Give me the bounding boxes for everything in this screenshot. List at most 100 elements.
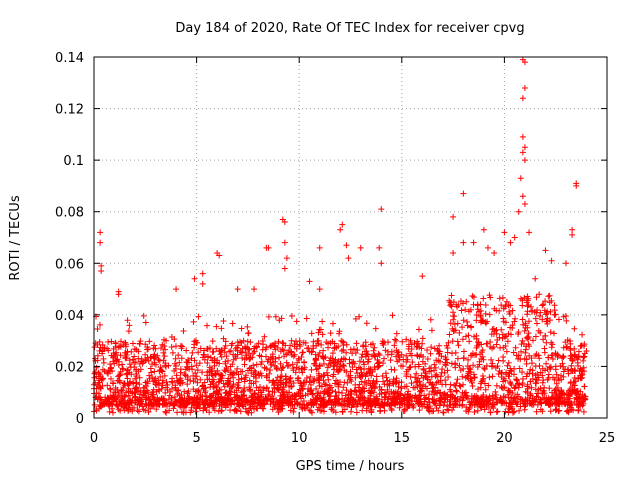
data-point — [424, 355, 431, 362]
data-point — [125, 328, 132, 335]
data-point — [501, 334, 508, 341]
y-tick-label: 0.06 — [55, 257, 84, 272]
data-point — [305, 345, 312, 352]
tick-labels: 0 5 10 15 20 25 0 0.02 0.04 0.06 0.08 0.1 0.12 0.14 — [55, 51, 615, 446]
data-point — [426, 399, 433, 406]
data-point — [127, 364, 134, 371]
data-point — [204, 372, 211, 379]
data-point — [499, 294, 506, 301]
data-point — [217, 375, 224, 382]
data-point — [312, 356, 319, 363]
data-point — [215, 371, 222, 378]
data-point — [124, 375, 131, 382]
data-point — [318, 341, 325, 348]
data-point — [550, 330, 557, 337]
data-point — [293, 364, 300, 371]
data-point — [511, 371, 517, 378]
data-point — [459, 336, 466, 343]
data-point — [130, 379, 137, 386]
data-point — [549, 341, 556, 348]
data-point — [234, 365, 241, 372]
data-point — [564, 343, 571, 350]
data-point — [343, 349, 350, 356]
data-point — [145, 408, 152, 415]
data-point — [500, 318, 507, 325]
data-point — [106, 408, 113, 415]
x-tick-label: 25 — [599, 431, 616, 446]
data-point — [506, 406, 513, 413]
data-point — [560, 363, 567, 370]
data-point — [454, 338, 461, 345]
data-point — [529, 308, 536, 315]
data-point — [456, 362, 463, 369]
data-point — [365, 358, 372, 365]
data-point — [123, 404, 130, 411]
data-point — [320, 396, 327, 403]
data-point — [350, 397, 357, 404]
data-point — [443, 342, 450, 349]
data-point — [327, 360, 334, 367]
data-point — [532, 275, 539, 282]
data-point — [532, 363, 539, 370]
data-point — [504, 362, 511, 369]
data-point — [216, 378, 223, 385]
data-point — [553, 371, 560, 378]
data-point — [400, 394, 407, 401]
data-point — [456, 401, 463, 408]
data-point — [536, 355, 543, 362]
data-point — [399, 338, 406, 345]
data-point — [98, 268, 105, 275]
data-point — [577, 403, 584, 410]
data-point — [149, 361, 156, 368]
data-point — [259, 338, 266, 345]
data-point — [464, 395, 471, 402]
data-point — [428, 364, 435, 371]
data-point — [143, 402, 150, 409]
data-point — [217, 395, 224, 402]
data-point — [580, 408, 587, 415]
data-point — [503, 298, 510, 305]
data-point — [519, 193, 526, 200]
data-point — [568, 406, 575, 413]
data-point — [251, 348, 258, 355]
data-point — [169, 349, 176, 356]
data-point — [481, 406, 488, 413]
data-point — [245, 409, 252, 416]
data-point — [542, 311, 549, 318]
data-point — [384, 386, 391, 393]
data-point — [403, 352, 410, 359]
data-point — [507, 379, 514, 386]
data-point — [168, 334, 175, 341]
data-point — [376, 359, 383, 366]
data-point — [263, 384, 270, 391]
data-point — [513, 377, 520, 384]
data-point — [209, 380, 216, 387]
data-point — [344, 403, 351, 410]
data-point — [342, 356, 349, 363]
data-point — [181, 395, 188, 402]
data-point — [340, 384, 347, 391]
data-point — [391, 342, 398, 349]
data-point — [362, 399, 369, 406]
data-point — [484, 318, 491, 325]
data-point — [412, 363, 419, 370]
data-point — [462, 389, 469, 396]
data-point — [407, 373, 414, 380]
data-point — [147, 398, 154, 405]
data-point — [555, 408, 562, 415]
data-point — [332, 399, 339, 406]
data-point — [348, 404, 355, 411]
data-point — [433, 379, 440, 386]
data-point — [345, 398, 352, 405]
data-point — [229, 361, 236, 368]
data-point — [279, 339, 286, 346]
data-point — [307, 373, 314, 380]
data-point — [324, 389, 331, 396]
data-point — [162, 363, 169, 370]
data-point — [442, 396, 449, 403]
data-point — [486, 311, 493, 318]
data-point — [542, 247, 549, 254]
data-point — [357, 244, 364, 251]
data-point — [534, 320, 541, 327]
data-point — [210, 405, 217, 412]
